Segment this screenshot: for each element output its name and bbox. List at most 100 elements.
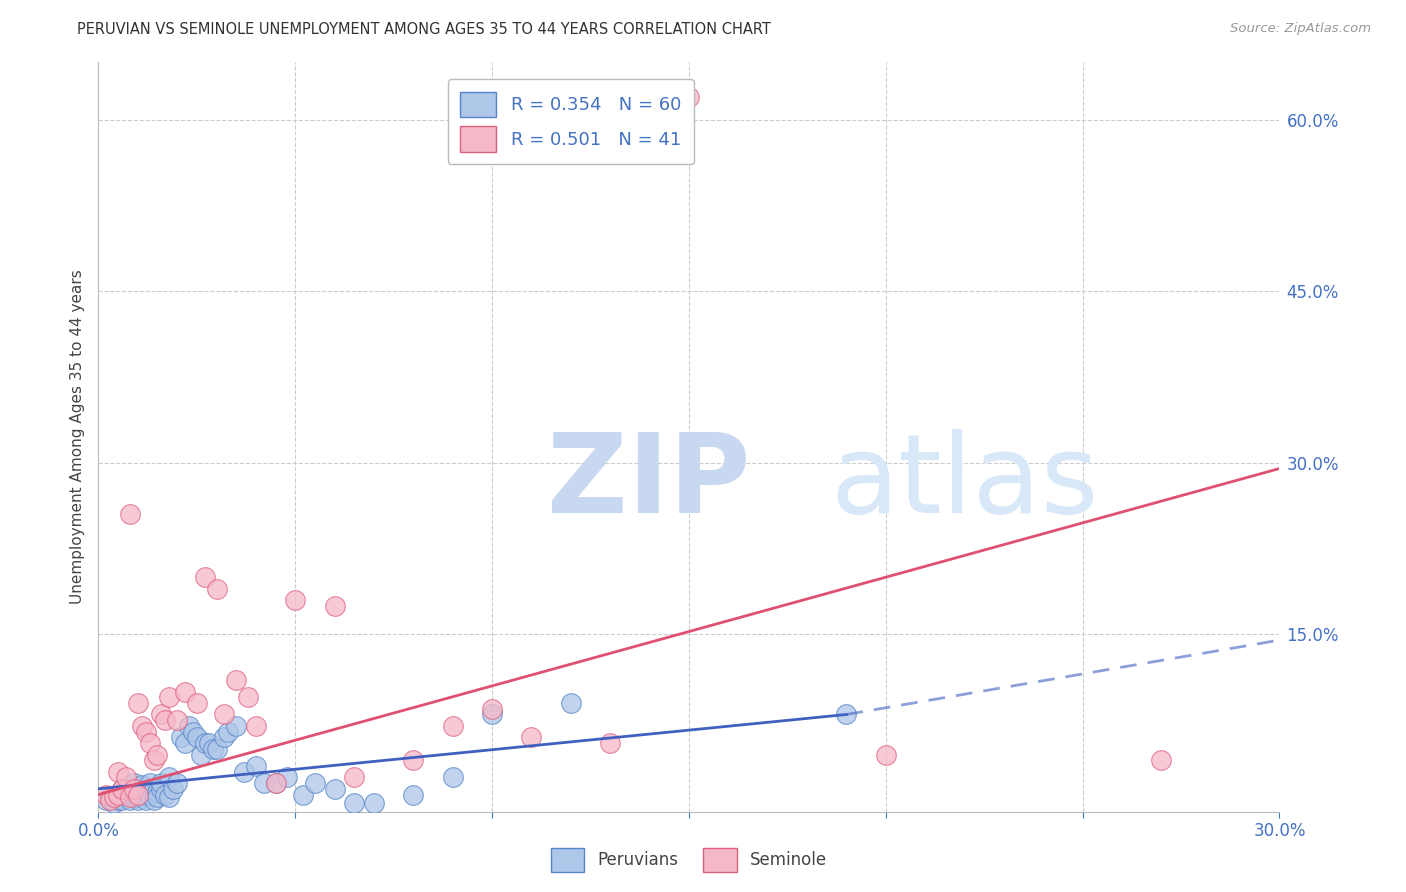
Point: [127, 793, 149, 807]
Point: [197, 736, 219, 750]
Point: [146, 789, 169, 804]
Point: [181, 724, 204, 739]
Point: [138, 736, 160, 750]
Point: [343, 771, 366, 785]
Point: [441, 771, 464, 785]
Point: [225, 673, 247, 688]
Point: [166, 776, 188, 790]
Point: [131, 779, 153, 793]
Point: [135, 724, 157, 739]
Point: [138, 776, 160, 790]
Point: [264, 776, 287, 790]
Point: [186, 696, 208, 710]
Point: [253, 776, 276, 790]
Y-axis label: Unemployment Among Ages 35 to 44 years: Unemployment Among Ages 35 to 44 years: [69, 269, 84, 605]
Point: [245, 759, 267, 773]
Text: Source: ZipAtlas.com: Source: ZipAtlas.com: [1230, 22, 1371, 36]
Point: [245, 719, 267, 733]
Point: [233, 764, 256, 779]
Text: ZIP: ZIP: [547, 428, 751, 535]
Point: [146, 785, 169, 799]
Text: PERUVIAN VS SEMINOLE UNEMPLOYMENT AMONG AGES 35 TO 44 YEARS CORRELATION CHART: PERUVIAN VS SEMINOLE UNEMPLOYMENT AMONG …: [77, 22, 772, 37]
Point: [599, 736, 621, 750]
Point: [118, 508, 141, 522]
Point: [142, 753, 165, 767]
Point: [214, 731, 236, 745]
Point: [111, 781, 134, 796]
Point: [441, 719, 464, 733]
Point: [157, 690, 180, 705]
Point: [225, 719, 247, 733]
Point: [481, 707, 503, 722]
Point: [205, 741, 228, 756]
Point: [276, 771, 298, 785]
Point: [304, 776, 326, 790]
Point: [127, 788, 149, 802]
Point: [170, 731, 193, 745]
Point: [174, 684, 197, 698]
Point: [107, 764, 129, 779]
Point: [157, 789, 180, 804]
Point: [135, 785, 157, 799]
Point: [186, 731, 208, 745]
Point: [194, 736, 217, 750]
Point: [323, 599, 346, 613]
Point: [107, 788, 129, 802]
Point: [284, 593, 307, 607]
Point: [162, 781, 184, 796]
Point: [131, 719, 153, 733]
Point: [98, 793, 121, 807]
Text: atlas: atlas: [831, 428, 1099, 535]
Point: [122, 789, 145, 804]
Point: [678, 89, 700, 103]
Point: [142, 793, 165, 807]
Point: [150, 707, 173, 722]
Point: [236, 690, 259, 705]
Point: [402, 788, 425, 802]
Point: [323, 781, 346, 796]
Point: [122, 781, 145, 796]
Point: [96, 793, 118, 807]
Point: [127, 696, 149, 710]
Point: [205, 582, 228, 596]
Point: [138, 788, 160, 802]
Point: [150, 776, 173, 790]
Point: [194, 570, 217, 584]
Point: [217, 724, 239, 739]
Point: [103, 796, 125, 810]
Point: [155, 788, 177, 802]
Point: [103, 789, 125, 804]
Point: [292, 788, 315, 802]
Point: [115, 771, 138, 785]
Point: [98, 789, 121, 804]
Point: [122, 776, 145, 790]
Point: [1150, 753, 1173, 767]
Point: [150, 781, 173, 796]
Point: [560, 696, 582, 710]
Point: [135, 793, 157, 807]
Point: [111, 793, 134, 807]
Point: [343, 796, 366, 810]
Point: [96, 788, 118, 802]
Point: [264, 776, 287, 790]
Point: [481, 702, 503, 716]
Point: [157, 771, 180, 785]
Point: [155, 713, 177, 727]
Point: [115, 788, 138, 802]
Point: [111, 781, 134, 796]
Point: [201, 741, 224, 756]
Point: [835, 707, 858, 722]
Point: [402, 753, 425, 767]
Point: [146, 747, 169, 762]
Point: [214, 707, 236, 722]
Point: [107, 788, 129, 802]
Point: [127, 781, 149, 796]
Point: [118, 793, 141, 807]
Point: [177, 719, 200, 733]
Legend: Peruvians, Seminole: Peruvians, Seminole: [544, 841, 834, 879]
Point: [166, 713, 188, 727]
Point: [875, 747, 897, 762]
Point: [118, 789, 141, 804]
Point: [363, 796, 385, 810]
Point: [118, 785, 141, 799]
